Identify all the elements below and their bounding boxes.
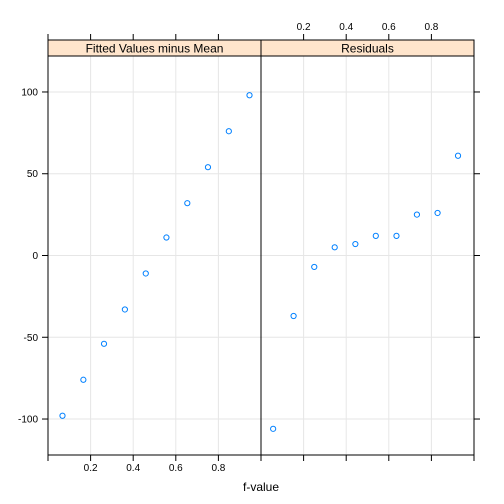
data-point bbox=[100, 340, 108, 347]
x-tick-label-bottom: 0.4 bbox=[126, 463, 140, 474]
x-tick-label-bottom: 0.6 bbox=[169, 463, 183, 474]
data-point bbox=[270, 425, 277, 432]
x-tick-label-top: 0.4 bbox=[339, 22, 353, 33]
data-point bbox=[331, 244, 338, 251]
y-tick-label: 100 bbox=[21, 87, 38, 98]
x-tick-label-top: 0.6 bbox=[382, 22, 396, 33]
y-tick-label: -100 bbox=[18, 415, 38, 426]
data-point bbox=[225, 128, 232, 135]
data-point bbox=[311, 263, 318, 271]
strip-label: Fitted Values minus Mean bbox=[86, 42, 224, 56]
panels: Fitted Values minus Mean Residuals -100 -50… bbox=[18, 22, 480, 474]
data-point bbox=[434, 209, 441, 217]
panel-1: Fitted Values minus Mean bbox=[47, 39, 262, 456]
data-point bbox=[121, 306, 128, 313]
data-point bbox=[204, 164, 212, 171]
data-point bbox=[246, 92, 253, 99]
data-point bbox=[393, 232, 400, 239]
x-tick-label-bottom: 0.8 bbox=[211, 463, 225, 474]
panel-2: Residuals bbox=[260, 39, 475, 456]
data-point bbox=[80, 376, 87, 383]
data-point bbox=[413, 211, 421, 218]
x-axis-title: f-value bbox=[243, 480, 279, 494]
data-point bbox=[163, 234, 170, 241]
x-tick-label-bottom: 0.2 bbox=[84, 463, 98, 474]
y-tick-label: -50 bbox=[24, 333, 39, 344]
data-point bbox=[59, 412, 66, 419]
x-tick-label-top: 0.2 bbox=[297, 22, 311, 33]
x-tick-label-top: 0.8 bbox=[424, 22, 438, 33]
data-point bbox=[142, 270, 149, 277]
data-point bbox=[352, 240, 359, 248]
strip-label: Residuals bbox=[341, 42, 394, 56]
y-tick-label: 0 bbox=[32, 251, 38, 262]
data-point bbox=[454, 152, 462, 159]
data-point bbox=[184, 200, 191, 207]
data-point bbox=[372, 232, 379, 239]
data-point bbox=[290, 312, 297, 320]
y-tick-label: 50 bbox=[27, 169, 39, 180]
